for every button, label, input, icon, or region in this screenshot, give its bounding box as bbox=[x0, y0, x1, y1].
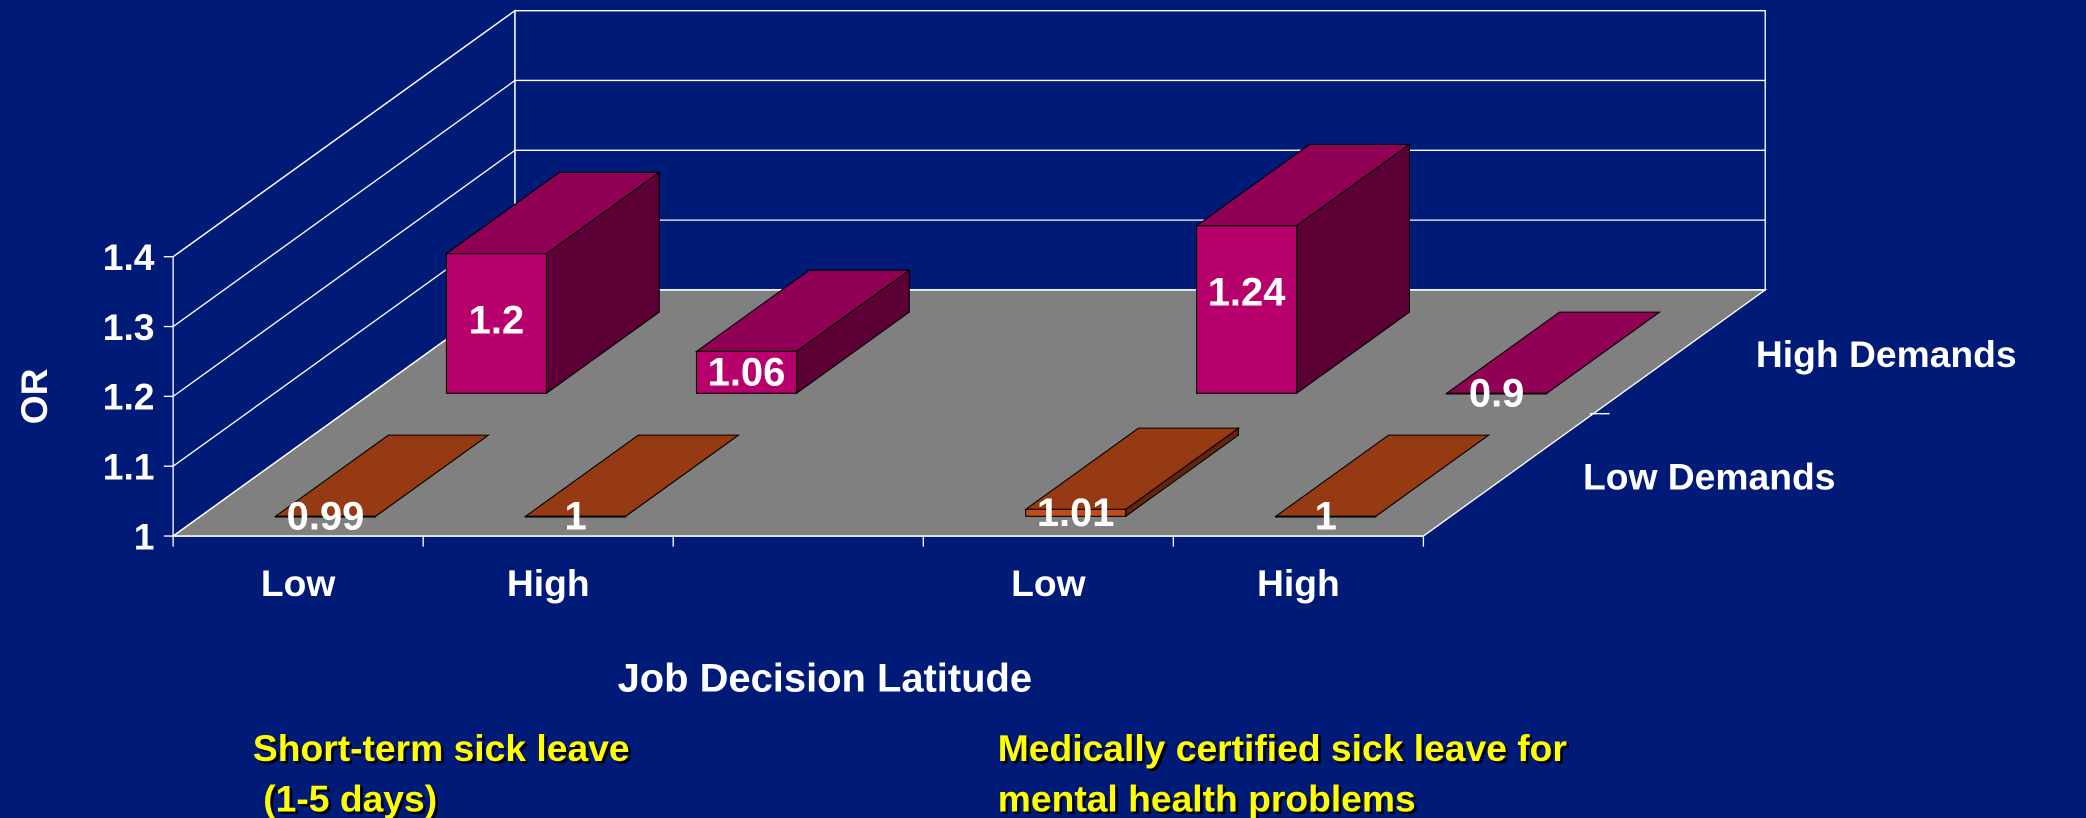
bar bbox=[445, 253, 547, 394]
bar bbox=[525, 515, 627, 518]
x-axis-label: Job Decision Latitude bbox=[618, 657, 1032, 701]
group-label: mental health problems bbox=[998, 777, 1416, 818]
bar bbox=[1025, 508, 1127, 517]
group-label-shadow: mental health problems bbox=[1000, 780, 1418, 818]
group-label: Short-term sick leave bbox=[253, 727, 630, 769]
y-tick-label: 1.1 bbox=[103, 445, 155, 487]
y-tick-label: 1.2 bbox=[103, 376, 155, 418]
bar bbox=[1196, 225, 1298, 394]
x-tick-label: Low bbox=[1011, 562, 1086, 604]
bar bbox=[274, 515, 377, 518]
group-label-shadow: Short-term sick leave bbox=[256, 729, 633, 771]
grid-line bbox=[172, 9, 1766, 258]
bar bbox=[1446, 392, 1548, 395]
data-label: 0.9 bbox=[1469, 372, 1524, 416]
x-tick-label: High bbox=[1257, 562, 1340, 604]
y-tick-label: 1 bbox=[134, 515, 155, 557]
data-label: 1.06 bbox=[708, 351, 786, 395]
plot-area: 1 1.1 1.2 1.3 1.4 Low High Low High High Demands L… bbox=[103, 9, 2017, 604]
group-label: (1-5 days) bbox=[253, 777, 437, 818]
bar bbox=[695, 350, 798, 394]
x-tick-label: High bbox=[507, 562, 590, 604]
y-tick-label: 1.3 bbox=[103, 306, 155, 348]
group-label: Medically certified sick leave for bbox=[998, 727, 1567, 769]
data-label: 1 bbox=[1315, 495, 1337, 539]
grid-line bbox=[172, 79, 1766, 328]
group-label-shadow: Medically certified sick leave for bbox=[1000, 729, 1569, 771]
y-tick-label: 1.4 bbox=[103, 236, 155, 278]
legend-label: High Demands bbox=[1756, 333, 2017, 375]
group-label-shadow: (1-5 days) bbox=[256, 780, 440, 818]
bar bbox=[1275, 515, 1377, 518]
legend-label: Low Demands bbox=[1583, 455, 1835, 497]
x-tick-label: Low bbox=[261, 562, 336, 604]
data-label: 1.01 bbox=[1037, 491, 1115, 535]
data-label: 1 bbox=[564, 495, 586, 539]
data-label: 1.24 bbox=[1208, 271, 1286, 315]
data-label: 1.2 bbox=[469, 298, 524, 342]
y-axis-label: OR bbox=[13, 368, 55, 424]
data-label: 0.99 bbox=[287, 495, 365, 539]
